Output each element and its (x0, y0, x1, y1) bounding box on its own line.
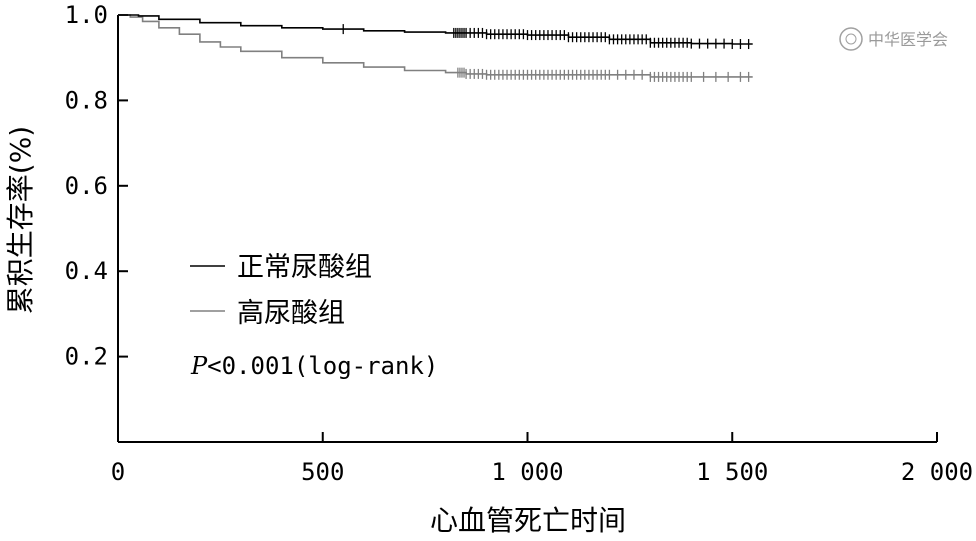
censor-marks (342, 24, 750, 82)
series-line-high (118, 14, 753, 78)
y-tick-label: 1.0 (65, 1, 108, 29)
y-tick-label: 0.2 (65, 343, 108, 371)
watermark: 中华医学会 (839, 27, 948, 51)
watermark-seal-icon (839, 27, 863, 51)
legend: 正常尿酸组 高尿酸组 (190, 252, 372, 329)
series-group (118, 14, 753, 78)
legend-label-high: 高尿酸组 (237, 298, 345, 329)
x-tick-label: 0 (111, 458, 125, 486)
x-tick-label: 1 500 (696, 458, 768, 486)
series-line-normal (118, 14, 753, 45)
x-tick-label: 1 000 (491, 458, 563, 486)
x-tick-label: 2 000 (901, 458, 973, 486)
p-value-rest: <0.001(log-rank) (207, 352, 438, 380)
p-value-annotation: P<0.001(log-rank) (190, 352, 438, 380)
tick-labels: 0 500 1 000 1 500 2 000 0.2 0.4 0.6 0.8 1.0 (65, 1, 973, 486)
y-axis-title: 累积生存率(%) (4, 126, 37, 314)
x-tick-label: 500 (301, 458, 344, 486)
watermark-seal-inner-icon (845, 33, 857, 45)
y-tick-label: 0.8 (65, 86, 108, 114)
y-tick-label: 0.6 (65, 172, 108, 200)
y-tick-label: 0.4 (65, 257, 108, 285)
watermark-text: 中华医学会 (868, 30, 948, 49)
p-value-italic: P (190, 352, 208, 380)
x-axis-title: 心血管死亡时间 (430, 504, 626, 537)
legend-label-normal: 正常尿酸组 (237, 252, 372, 283)
